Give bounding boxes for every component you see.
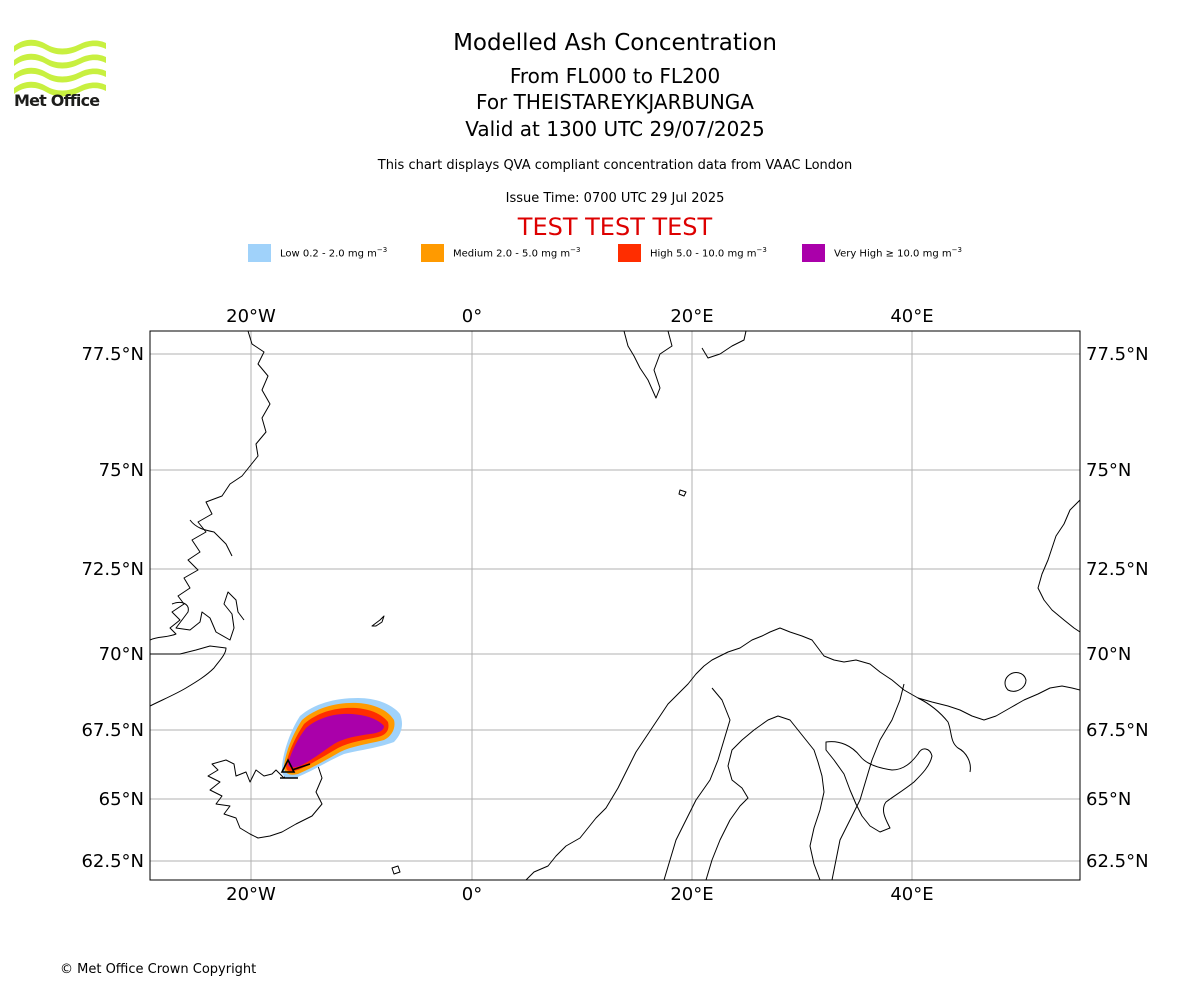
lat-label-right-62-5: 62.5°N xyxy=(1086,851,1149,872)
axis-labels: 20°W 0° 20°E 40°E 20°W 0° 20°E 40°E 77.5… xyxy=(81,306,1148,905)
lon-label-bottom-0: 0° xyxy=(462,884,482,905)
greenland-fjord-2 xyxy=(189,519,233,557)
lat-label-left-67-5: 67.5°N xyxy=(81,720,144,741)
map-frame xyxy=(149,330,1081,881)
lat-label-right-77-5: 77.5°N xyxy=(1086,344,1149,365)
lat-label-left-75: 75°N xyxy=(99,460,144,481)
lon-label-bottom-20w: 20°W xyxy=(226,884,276,905)
legend-swatch-very-high xyxy=(802,244,825,262)
jan-mayen xyxy=(371,615,385,627)
lat-label-left-72-5: 72.5°N xyxy=(81,559,144,580)
chart-title: Modelled Ash Concentration xyxy=(453,30,777,56)
coastlines xyxy=(150,331,1080,880)
lon-label-top-40e: 40°E xyxy=(890,306,933,327)
qva-note: This chart displays QVA compliant concen… xyxy=(377,158,853,173)
lat-label-left-70: 70°N xyxy=(99,644,144,665)
lat-label-left-77-5: 77.5°N xyxy=(81,344,144,365)
bjornoya xyxy=(678,489,687,497)
volcano-marker-icon xyxy=(280,758,311,779)
lat-label-right-70: 70°N xyxy=(1086,644,1131,665)
sweden-finland-border xyxy=(663,687,731,880)
novaya-zemlya xyxy=(1037,499,1080,633)
lon-label-bottom-20e: 20°E xyxy=(670,884,713,905)
valid-time: Valid at 1300 UTC 29/07/2025 xyxy=(465,117,765,141)
volcano-name: For THEISTAREYKJARBUNGA xyxy=(476,90,754,114)
white-sea xyxy=(825,741,933,833)
norway-coast xyxy=(525,627,1080,880)
lon-label-top-20e: 20°E xyxy=(670,306,713,327)
lon-label-top-20w: 20°W xyxy=(226,306,276,327)
kola-peninsula xyxy=(917,697,971,773)
test-banner: TEST TEST TEST xyxy=(517,213,713,241)
svalbard-east xyxy=(701,331,747,359)
lat-label-left-65: 65°N xyxy=(99,789,144,810)
lat-label-right-67-5: 67.5°N xyxy=(1086,720,1149,741)
map-gridlines xyxy=(150,331,1080,880)
lat-label-left-62-5: 62.5°N xyxy=(81,851,144,872)
lat-label-right-72-5: 72.5°N xyxy=(1086,559,1149,580)
lat-label-right-65: 65°N xyxy=(1086,789,1131,810)
finland-russia-border xyxy=(831,683,905,880)
svalbard-coast xyxy=(623,331,673,399)
copyright-notice: © Met Office Crown Copyright xyxy=(60,962,257,977)
kolguev-island xyxy=(1004,672,1027,692)
greenland-fjord xyxy=(171,591,245,641)
legend-label-low: Low 0.2 - 2.0 mg m−3 xyxy=(280,246,388,260)
flight-level-range: From FL000 to FL200 xyxy=(509,64,721,88)
ash-very-high-region xyxy=(288,713,384,768)
legend-swatch-medium xyxy=(421,244,444,262)
gulf-of-bothnia xyxy=(705,715,825,880)
met-office-logo-text: Met Office xyxy=(14,91,100,110)
legend-label-very-high: Very High ≥ 10.0 mg m−3 xyxy=(834,246,962,260)
legend-label-medium: Medium 2.0 - 5.0 mg m−3 xyxy=(453,246,581,260)
legend-swatch-low xyxy=(248,244,271,262)
greenland-coast xyxy=(150,331,271,641)
lon-label-bottom-40e: 40°E xyxy=(890,884,933,905)
met-office-logo-waves-icon xyxy=(14,39,106,97)
lat-label-right-75: 75°N xyxy=(1086,460,1131,481)
ash-plume xyxy=(280,698,402,779)
greenland-coast-lower xyxy=(150,645,227,707)
issue-time: Issue Time: 0700 UTC 29 Jul 2025 xyxy=(505,191,725,206)
faroe-islands xyxy=(391,865,401,875)
legend-label-high: High 5.0 - 10.0 mg m−3 xyxy=(650,246,767,260)
legend-swatch-high xyxy=(618,244,641,262)
lon-label-top-0: 0° xyxy=(462,306,482,327)
